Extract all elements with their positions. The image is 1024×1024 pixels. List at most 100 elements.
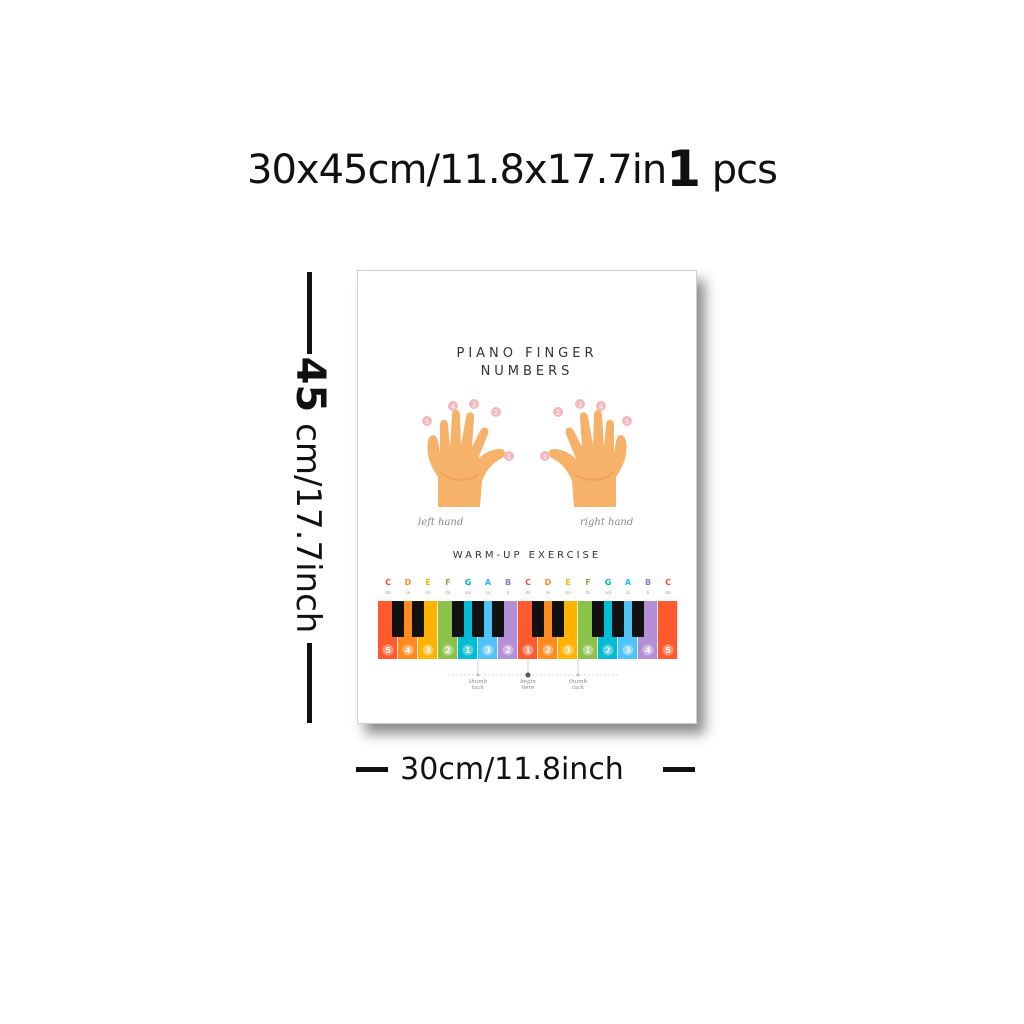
finger-number-12: 3 bbox=[625, 646, 631, 655]
finger-badge-10 bbox=[582, 644, 594, 656]
quantity-unit: pcs bbox=[711, 147, 778, 193]
solfege-4: sol bbox=[465, 590, 471, 596]
solfege-1: re bbox=[406, 590, 411, 596]
guide-label-1-0: begin bbox=[520, 679, 536, 685]
finger-badge-13 bbox=[642, 644, 654, 656]
finger-number-4: 1 bbox=[465, 646, 471, 655]
note-letter-14: C bbox=[665, 578, 671, 587]
poster-title-line2: NUMBERS bbox=[480, 364, 574, 379]
guide-label-0-1: tuck bbox=[472, 685, 485, 691]
finger-badge-0 bbox=[382, 644, 394, 656]
svg-text:4: 4 bbox=[451, 403, 456, 411]
solfege-13: ti bbox=[646, 590, 649, 596]
left-hand-label: left hand bbox=[418, 517, 464, 528]
note-letter-8: D bbox=[545, 578, 552, 587]
svg-text:2: 2 bbox=[494, 409, 498, 417]
height-marker-top bbox=[307, 272, 312, 354]
guide-dot-2 bbox=[576, 673, 580, 677]
finger-badge-3 bbox=[442, 644, 454, 656]
finger-badge-1 bbox=[402, 644, 414, 656]
height-value: 45 bbox=[287, 356, 333, 413]
left-finger-dot-2 bbox=[491, 407, 501, 417]
note-letter-6: B bbox=[505, 578, 511, 587]
solfege-9: mi bbox=[565, 590, 571, 596]
quantity-number: 1 bbox=[666, 140, 701, 198]
black-key-1 bbox=[412, 601, 424, 637]
black-key-0 bbox=[392, 601, 404, 637]
finger-badge-8 bbox=[542, 644, 554, 656]
left-finger-dot-5 bbox=[422, 416, 432, 426]
black-key-7 bbox=[592, 601, 604, 637]
finger-number-10: 1 bbox=[585, 646, 591, 655]
guide-label-1-1: here bbox=[522, 685, 535, 691]
black-key-3 bbox=[472, 601, 484, 637]
svg-text:1: 1 bbox=[543, 453, 547, 461]
svg-text:3: 3 bbox=[578, 401, 582, 409]
finger-badge-12 bbox=[622, 644, 634, 656]
svg-text:2: 2 bbox=[556, 409, 560, 417]
finger-badge-6 bbox=[502, 644, 514, 656]
note-letter-7: C bbox=[525, 578, 531, 587]
solfege-0: do bbox=[385, 590, 391, 596]
finger-badge-7 bbox=[522, 644, 534, 656]
finger-badge-14 bbox=[662, 644, 674, 656]
guide-dot-1 bbox=[525, 672, 531, 678]
white-key-14 bbox=[658, 601, 678, 659]
svg-text:5: 5 bbox=[425, 418, 429, 426]
finger-number-3: 2 bbox=[445, 646, 451, 655]
width-marker-right bbox=[663, 767, 695, 772]
note-letter-12: A bbox=[625, 578, 632, 587]
size-headline: 30x45cm/11.8x17.7in1 pcs bbox=[0, 140, 1024, 198]
black-key-6 bbox=[552, 601, 564, 637]
left-finger-dot-3 bbox=[469, 399, 479, 409]
right-hand-illustration: 5 4 3 2 1 bbox=[540, 399, 632, 507]
black-key-9 bbox=[632, 601, 644, 637]
finger-number-1: 4 bbox=[405, 646, 411, 655]
note-letter-11: G bbox=[605, 578, 612, 587]
note-letter-9: E bbox=[565, 578, 570, 587]
guide-label-0-0: thumb bbox=[469, 679, 488, 685]
right-hand-label: right hand bbox=[580, 517, 634, 528]
note-letter-0: C bbox=[385, 578, 391, 587]
poster-title: PIANO FINGER NUMBERS bbox=[358, 345, 696, 381]
warm-up-title: WARM-UP EXERCISE bbox=[452, 550, 602, 561]
finger-number-0: 5 bbox=[385, 646, 391, 655]
height-marker-bottom bbox=[307, 643, 312, 723]
finger-number-5: 3 bbox=[485, 646, 491, 655]
poster-preview: PIANO FINGER NUMBERS 5 4 3 2 1 5 4 3 2 1 bbox=[357, 270, 697, 724]
note-letter-5: A bbox=[485, 578, 492, 587]
finger-badge-5 bbox=[482, 644, 494, 656]
finger-number-9: 3 bbox=[565, 646, 571, 655]
solfege-11: sol bbox=[605, 590, 611, 596]
left-hand-illustration: 5 4 3 2 1 bbox=[422, 399, 514, 507]
note-letter-2: E bbox=[425, 578, 430, 587]
finger-number-13: 4 bbox=[645, 646, 651, 655]
solfege-7: do bbox=[525, 590, 531, 596]
finger-number-8: 2 bbox=[545, 646, 551, 655]
finger-number-7: 1 bbox=[525, 646, 531, 655]
guide-dot-0 bbox=[476, 673, 480, 677]
finger-badge-11 bbox=[602, 644, 614, 656]
finger-badge-9 bbox=[562, 644, 574, 656]
solfege-12: la bbox=[626, 590, 630, 596]
note-letter-1: D bbox=[405, 578, 412, 587]
note-letter-3: F bbox=[445, 578, 450, 587]
guide-label-2-0: thumb bbox=[569, 679, 588, 685]
finger-number-11: 2 bbox=[605, 646, 611, 655]
solfege-5: la bbox=[486, 590, 490, 596]
svg-text:1: 1 bbox=[507, 453, 511, 461]
finger-number-14: 5 bbox=[665, 646, 671, 655]
solfege-6: ti bbox=[506, 590, 509, 596]
note-letter-4: G bbox=[465, 578, 472, 587]
solfege-14: do bbox=[665, 590, 671, 596]
width-label: 30cm/11.8inch bbox=[400, 752, 624, 787]
note-letter-10: F bbox=[585, 578, 590, 587]
finger-badge-2 bbox=[422, 644, 434, 656]
guide-label-2-1: tuck bbox=[572, 685, 585, 691]
black-key-4 bbox=[492, 601, 504, 637]
solfege-2: mi bbox=[425, 590, 431, 596]
height-rest: cm/17.7inch bbox=[288, 423, 328, 634]
black-key-5 bbox=[532, 601, 544, 637]
solfege-10: fa bbox=[586, 590, 591, 596]
